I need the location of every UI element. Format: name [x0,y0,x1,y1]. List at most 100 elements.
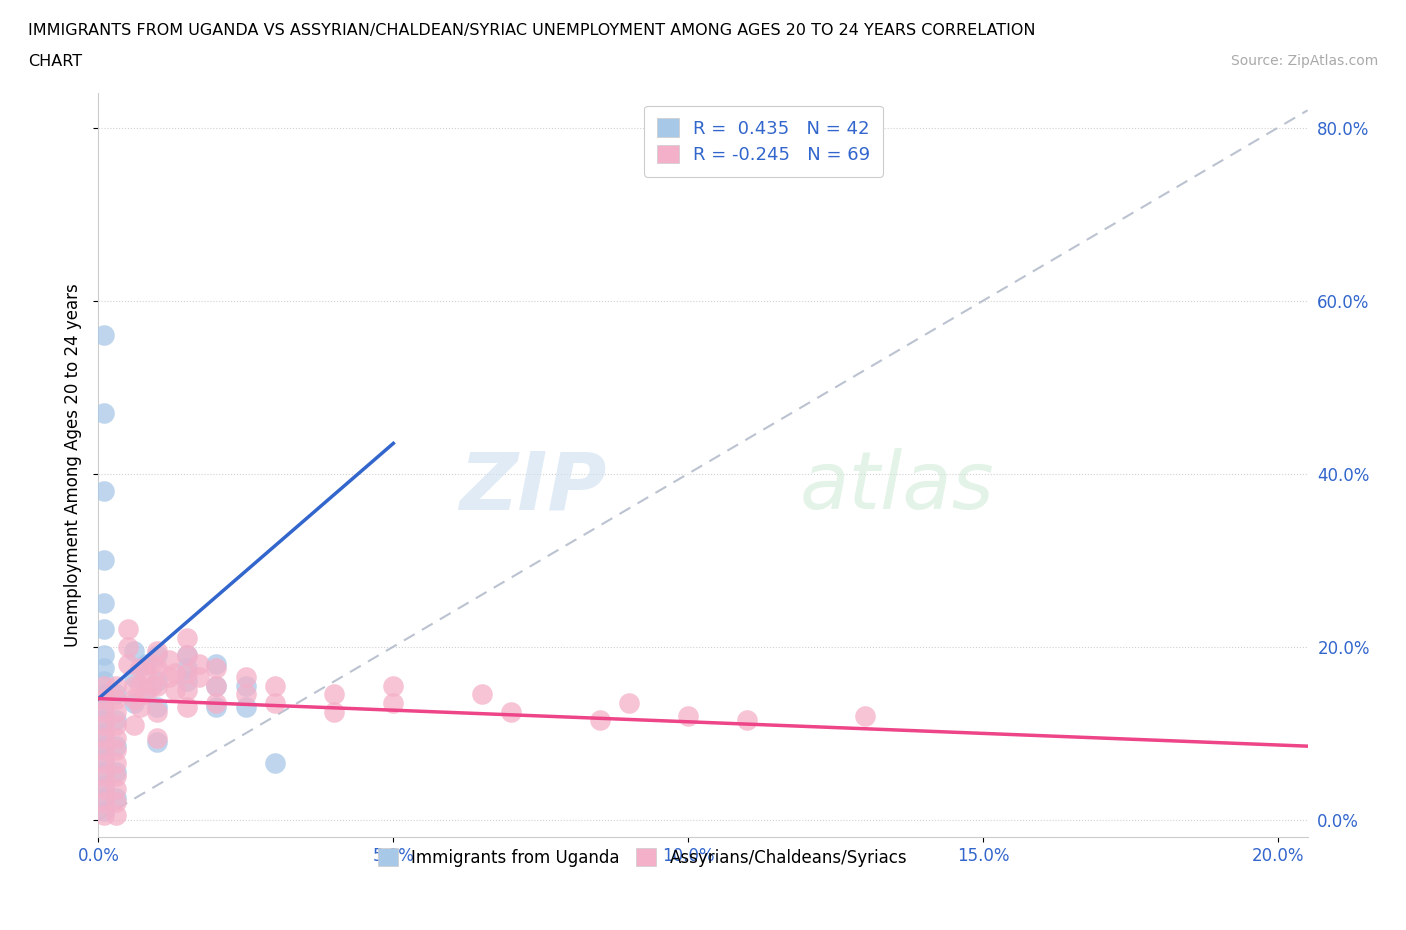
Point [235,670,257,684]
Point [117,622,139,637]
Point [105,687,128,702]
Point [205,657,228,671]
Point [105,756,128,771]
Point [176,648,198,663]
Point [117,639,139,654]
Point [501,704,523,719]
Point [105,782,128,797]
Point [135,687,157,702]
Point [382,678,405,693]
Point [122,696,145,711]
Point [93,699,115,714]
Point [853,709,876,724]
Point [146,678,169,693]
Point [205,678,228,693]
Point [93,730,115,745]
Point [176,699,198,714]
Point [93,484,115,498]
Point [471,687,494,702]
Point [589,712,612,727]
Point [187,657,209,671]
Point [176,683,198,698]
Point [187,670,209,684]
Point [105,691,128,706]
Point [264,678,287,693]
Text: Source: ZipAtlas.com: Source: ZipAtlas.com [1230,54,1378,68]
Point [105,717,128,732]
Point [93,743,115,758]
Point [735,712,758,727]
Point [122,717,145,732]
Point [678,709,700,724]
Point [235,687,257,702]
Point [93,687,115,702]
Point [93,808,115,823]
Point [93,678,115,693]
Point [176,674,198,689]
Point [122,678,145,693]
Point [205,699,228,714]
Point [93,751,115,766]
Point [141,657,163,671]
Point [205,696,228,711]
Y-axis label: Unemployment Among Ages 20 to 24 years: Unemployment Among Ages 20 to 24 years [65,283,83,647]
Point [117,657,139,671]
Point [157,670,180,684]
Text: CHART: CHART [28,54,82,69]
Point [93,691,115,706]
Point [93,777,115,792]
Point [93,712,115,727]
Point [176,631,198,645]
Point [93,674,115,689]
Point [93,405,115,420]
Point [105,712,128,727]
Point [146,699,169,714]
Point [93,764,115,779]
Point [176,648,198,663]
Point [93,717,115,732]
Point [93,648,115,663]
Point [205,661,228,676]
Point [146,730,169,745]
Text: ZIP: ZIP [458,448,606,526]
Point [128,661,150,676]
Point [93,790,115,805]
Point [105,764,128,779]
Point [382,696,405,711]
Point [128,699,150,714]
Point [93,704,115,719]
Point [264,696,287,711]
Point [93,738,115,753]
Point [128,678,150,693]
Point [105,704,128,719]
Legend: Immigrants from Uganda, Assyrians/Chaldeans/Syriacs: Immigrants from Uganda, Assyrians/Chalde… [371,842,914,873]
Point [105,730,128,745]
Point [93,795,115,810]
Point [264,756,287,771]
Point [146,704,169,719]
Point [141,678,163,693]
Point [135,683,157,698]
Point [93,769,115,784]
Point [105,795,128,810]
Point [93,327,115,342]
Text: IMMIGRANTS FROM UGANDA VS ASSYRIAN/CHALDEAN/SYRIAC UNEMPLOYMENT AMONG AGES 20 TO: IMMIGRANTS FROM UGANDA VS ASSYRIAN/CHALD… [28,23,1036,38]
Text: atlas: atlas [800,448,994,526]
Point [122,691,145,706]
Point [205,678,228,693]
Point [93,596,115,611]
Point [122,670,145,684]
Point [105,808,128,823]
Point [122,644,145,658]
Point [235,678,257,693]
Point [105,738,128,753]
Point [93,725,115,740]
Point [619,696,641,711]
Point [176,661,198,676]
Point [146,661,169,676]
Point [165,665,187,680]
Point [235,699,257,714]
Point [323,704,346,719]
Point [93,552,115,567]
Point [135,665,157,680]
